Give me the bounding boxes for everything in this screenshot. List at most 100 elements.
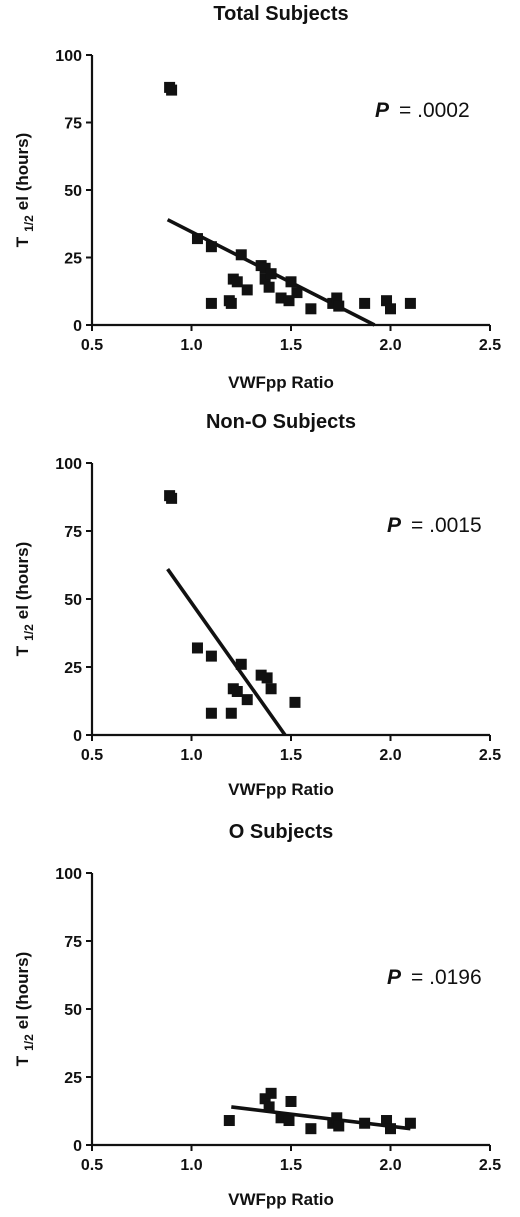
x-tick-label: 1.5 — [280, 337, 302, 354]
y-tick-label: 50 — [64, 1002, 82, 1019]
data-point — [381, 1115, 393, 1127]
y-axis-label-subscript: 1/2 — [22, 215, 36, 232]
y-axis-label: T 1/2 el (hours) — [13, 952, 36, 1067]
y-axis-label: T 1/2 el (hours) — [13, 133, 36, 248]
data-point — [333, 300, 345, 312]
data-point — [283, 1115, 295, 1127]
data-point — [255, 669, 267, 681]
p-value: = .0002 — [399, 99, 470, 122]
data-point — [259, 1093, 271, 1105]
data-point — [205, 241, 217, 253]
p-symbol: P — [387, 514, 402, 537]
total-subjects-panel: Total Subjects 0 25 50 75 100 0.5 1.0 1.5 2.0 2.5 V… — [13, 3, 501, 392]
y-axis-label-main: T — [13, 645, 32, 656]
data-point — [305, 303, 317, 315]
data-point — [333, 1120, 345, 1132]
data-point — [263, 281, 275, 293]
o-subjects-panel: O Subjects 0 25 50 75 100 0.5 1.0 1.5 2.0 2.5 VWFpp… — [13, 821, 501, 1209]
data-point — [166, 492, 178, 504]
x-axis-label: VWFpp Ratio — [228, 373, 334, 392]
y-tick-label: 100 — [55, 456, 82, 473]
data-point — [265, 1087, 277, 1099]
data-point — [235, 658, 247, 670]
data-point — [285, 276, 297, 288]
y-axis-label-subscript: 1/2 — [22, 624, 36, 641]
y-tick-label: 75 — [64, 934, 82, 951]
data-point — [166, 84, 178, 96]
y-tick-label: 75 — [64, 116, 82, 133]
x-tick-label: 0.5 — [81, 747, 103, 764]
y-axis-label-rest: el (hours) — [13, 542, 32, 619]
y-axis-label-main: T — [13, 1055, 32, 1066]
y-tick-label: 0 — [73, 1138, 82, 1155]
p-value: = .0015 — [411, 514, 482, 537]
y-tick-label: 25 — [64, 660, 82, 677]
data-point — [385, 1123, 396, 1135]
x-axis-label: VWFpp Ratio — [228, 780, 334, 799]
data-point — [285, 1095, 297, 1107]
data-point — [225, 707, 237, 719]
data-point — [385, 303, 396, 315]
x-tick-label: 2.0 — [379, 1157, 401, 1174]
y-tick-label: 75 — [64, 524, 82, 541]
x-tick-label: 2.5 — [479, 1157, 501, 1174]
y-axis-label-subscript: 1/2 — [22, 1034, 36, 1051]
y-tick-label: 0 — [73, 728, 82, 745]
data-point — [291, 287, 303, 299]
x-tick-label: 1.5 — [280, 747, 302, 764]
data-point — [205, 707, 217, 719]
data-point — [261, 672, 273, 684]
x-tick-label: 1.0 — [180, 1157, 202, 1174]
p-value: = .0196 — [411, 966, 482, 989]
data-point — [331, 1112, 343, 1124]
non-o-subjects-panel: Non-O Subjects 0 25 50 75 100 0.5 1.0 1.5 2.0 2.5 V… — [13, 411, 501, 799]
x-tick-label: 2.0 — [379, 747, 401, 764]
x-tick-label: 2.0 — [379, 337, 401, 354]
y-tick-label: 100 — [55, 866, 82, 883]
x-axis-label: VWFpp Ratio — [228, 1190, 334, 1209]
y-axis-label-rest: el (hours) — [13, 952, 32, 1029]
data-point — [283, 295, 295, 307]
regression-line — [166, 568, 287, 737]
x-tick-label: 1.5 — [280, 1157, 302, 1174]
p-symbol: P — [387, 966, 402, 989]
data-point — [231, 685, 243, 697]
data-point — [191, 642, 203, 654]
data-point — [231, 276, 243, 288]
data-point — [259, 262, 271, 274]
y-tick-label: 50 — [64, 183, 82, 200]
data-point — [223, 1115, 235, 1127]
data-point — [263, 1101, 275, 1113]
y-tick-label: 100 — [55, 48, 82, 65]
data-point — [205, 650, 217, 662]
x-tick-label: 0.5 — [81, 1157, 103, 1174]
data-point — [241, 284, 253, 296]
x-tick-label: 0.5 — [81, 337, 103, 354]
p-symbol: P — [375, 99, 390, 122]
data-point — [289, 696, 301, 708]
y-axis-label-rest: el (hours) — [13, 133, 32, 210]
chart-title: O Subjects — [229, 821, 333, 843]
p-value-annotation: P = .0196 — [387, 966, 482, 989]
x-tick-label: 2.5 — [479, 747, 501, 764]
y-tick-label: 25 — [64, 1070, 82, 1087]
y-tick-label: 25 — [64, 251, 82, 268]
data-point — [241, 694, 253, 706]
y-axis-label: T 1/2 el (hours) — [13, 542, 36, 657]
data-point — [359, 297, 371, 309]
data-point — [381, 295, 393, 307]
data-point — [275, 1112, 287, 1124]
regression-line — [231, 1105, 411, 1131]
data-point — [265, 683, 277, 695]
data-point — [305, 1123, 317, 1135]
x-tick-label: 1.0 — [180, 337, 202, 354]
p-value-annotation: P = .0002 — [375, 99, 470, 122]
x-tick-label: 1.0 — [180, 747, 202, 764]
data-point — [404, 1117, 416, 1129]
p-value-annotation: P = .0015 — [387, 514, 482, 537]
y-tick-label: 0 — [73, 318, 82, 335]
data-point — [225, 297, 237, 309]
chart-title: Non-O Subjects — [206, 411, 356, 433]
